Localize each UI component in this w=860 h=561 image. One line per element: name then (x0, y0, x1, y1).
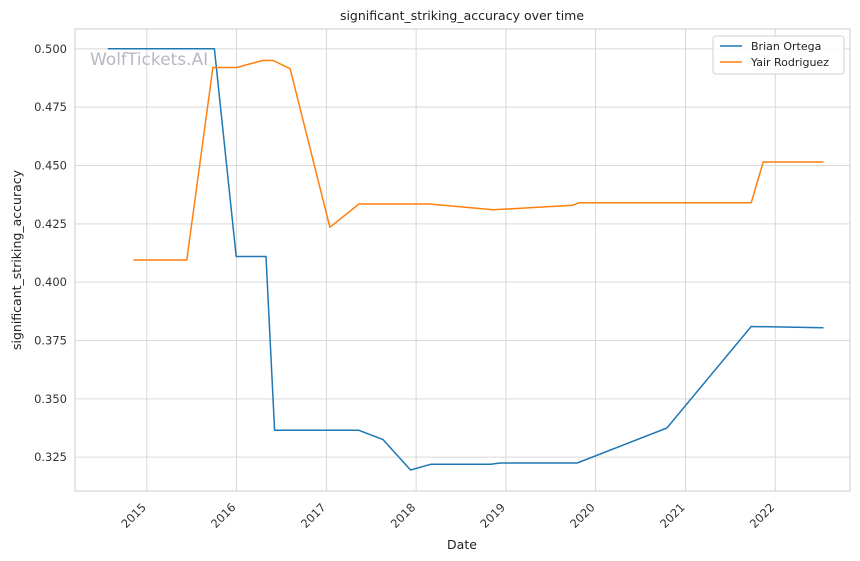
series-lines (107, 48, 824, 471)
y-tick-label: 0.500 (34, 42, 67, 56)
legend-label-1: Yair Rodriguez (750, 56, 829, 69)
x-tick-label: 2015 (118, 500, 149, 531)
y-tick-label: 0.475 (34, 100, 67, 114)
y-tick-label: 0.450 (34, 159, 67, 173)
y-tick-label: 0.350 (34, 392, 67, 406)
legend-label-0: Brian Ortega (751, 40, 821, 53)
series-line-0 (107, 48, 824, 471)
x-axis-title: Date (447, 537, 477, 552)
y-axis-title: significant_striking_accuracy (9, 169, 24, 350)
chart-title: significant_striking_accuracy over time (340, 8, 584, 23)
x-tick-label: 2022 (747, 500, 778, 531)
legend-box (712, 35, 845, 75)
legend: Brian Ortega Yair Rodriguez (712, 35, 845, 75)
x-tick-label: 2021 (657, 500, 688, 531)
y-tick-label: 0.425 (34, 217, 67, 231)
x-tick-label: 2017 (298, 500, 329, 531)
y-tick-label: 0.400 (34, 275, 67, 289)
x-tick-label: 2019 (477, 500, 508, 531)
x-tick-label: 2016 (208, 500, 239, 531)
series-line-1 (133, 59, 824, 261)
plot-area-frame (74, 28, 851, 492)
y-tick-label: 0.375 (34, 334, 67, 348)
watermark-text: WolfTickets.AI (90, 50, 208, 70)
y-tick-label: 0.325 (34, 450, 67, 464)
x-tick-label: 2018 (388, 500, 419, 531)
grid (75, 29, 850, 491)
x-tick-label: 2020 (567, 500, 598, 531)
